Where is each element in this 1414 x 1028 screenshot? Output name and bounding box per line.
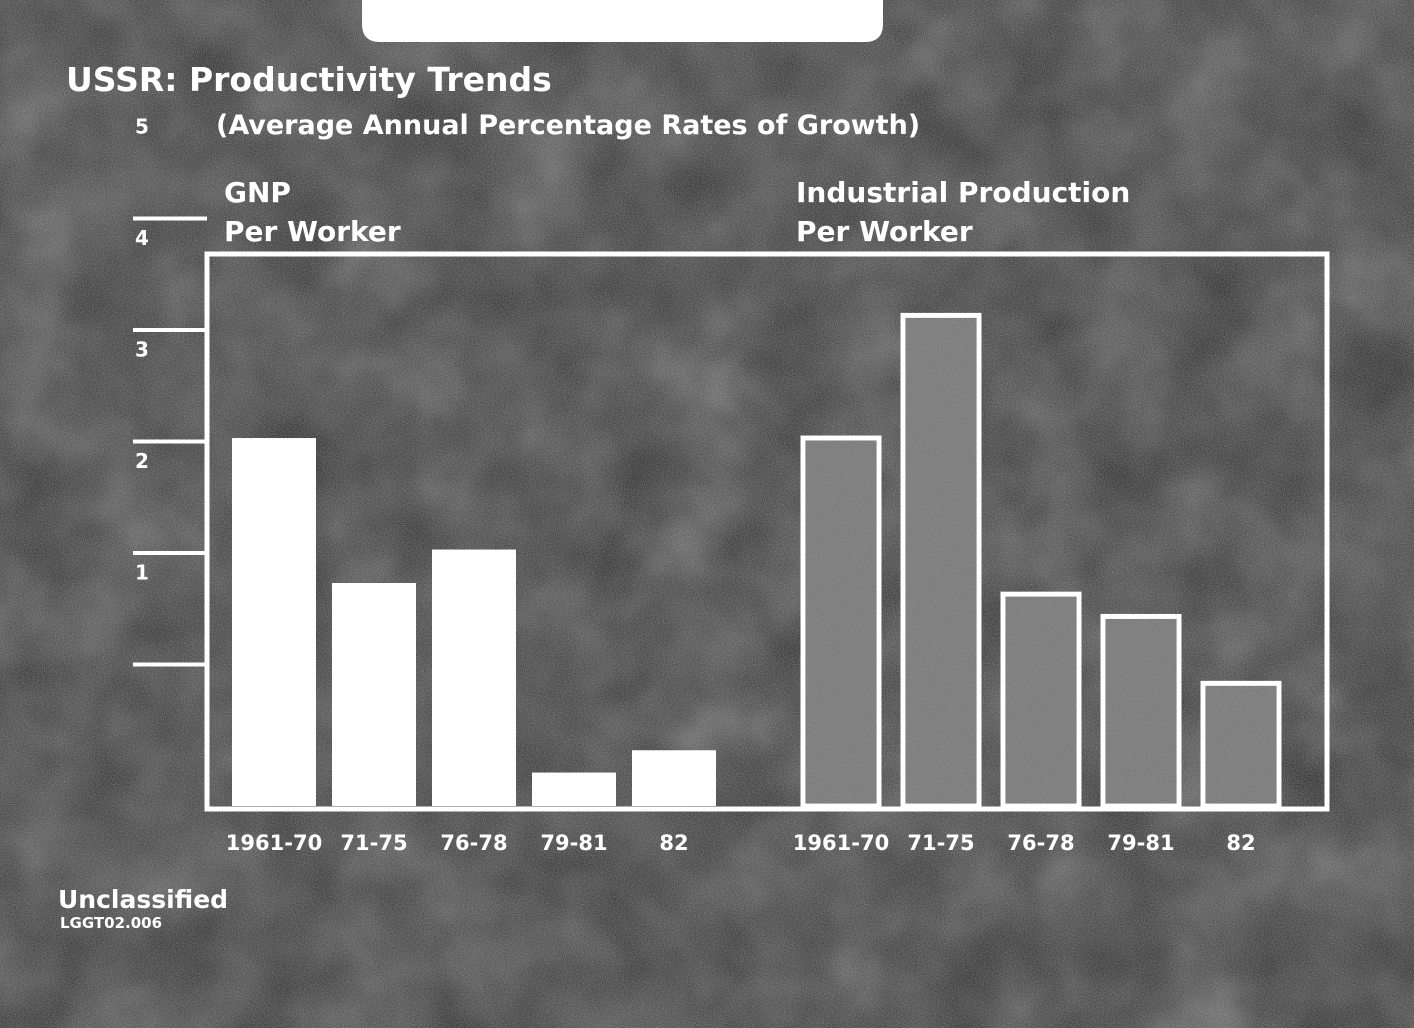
gnp-x-label-76-78: 76-78 [440,831,507,855]
industrial-bar-texture-76-78 [1006,597,1076,803]
industrial-x-label-76-78: 76-78 [1007,831,1074,855]
y-tick-label-4: 4 [135,226,149,250]
y-tick-label-1: 1 [135,561,149,585]
industrial-bar-texture-79-81 [1106,619,1176,803]
gnp-bar-79-81 [532,772,616,806]
industrial-heading-line2: Per Worker [796,215,973,248]
gnp-x-label-79-81: 79-81 [540,831,607,855]
gnp-bar-76-78 [432,549,516,806]
industrial-x-label-71-75: 71-75 [907,831,974,855]
y-tick-label-2: 2 [135,449,149,473]
industrial-heading-line1: Industrial Production [796,176,1130,209]
gnp-x-label-82: 82 [659,831,688,855]
gnp-bar-1961-70 [232,438,316,806]
industrial-bar-texture-1961-70 [806,441,876,803]
gnp-heading-line1: GNP [224,176,291,209]
chart-subtitle: (Average Annual Percentage Rates of Grow… [216,110,920,141]
plot-frame [204,251,1330,812]
gnp-x-label-1961-70: 1961-70 [226,831,322,855]
document-code: LGGT02.006 [60,914,162,932]
gnp-x-label-71-75: 71-75 [340,831,407,855]
y-tick-label-5: 5 [135,115,149,139]
y-tick-label-3: 3 [135,338,149,362]
industrial-bar-texture-71-75 [906,318,976,803]
industrial-x-label-1961-70: 1961-70 [793,831,889,855]
gnp-heading-line2: Per Worker [224,215,401,248]
gnp-bar-71-75 [332,583,416,806]
classification-label: Unclassified [58,885,228,914]
industrial-x-label-79-81: 79-81 [1107,831,1174,855]
industrial-bar-texture-82 [1206,686,1276,803]
industrial-x-label-82: 82 [1226,831,1255,855]
gnp-bar-82 [632,750,716,806]
top-tab [362,0,883,42]
chart-title: USSR: Productivity Trends [66,60,552,99]
